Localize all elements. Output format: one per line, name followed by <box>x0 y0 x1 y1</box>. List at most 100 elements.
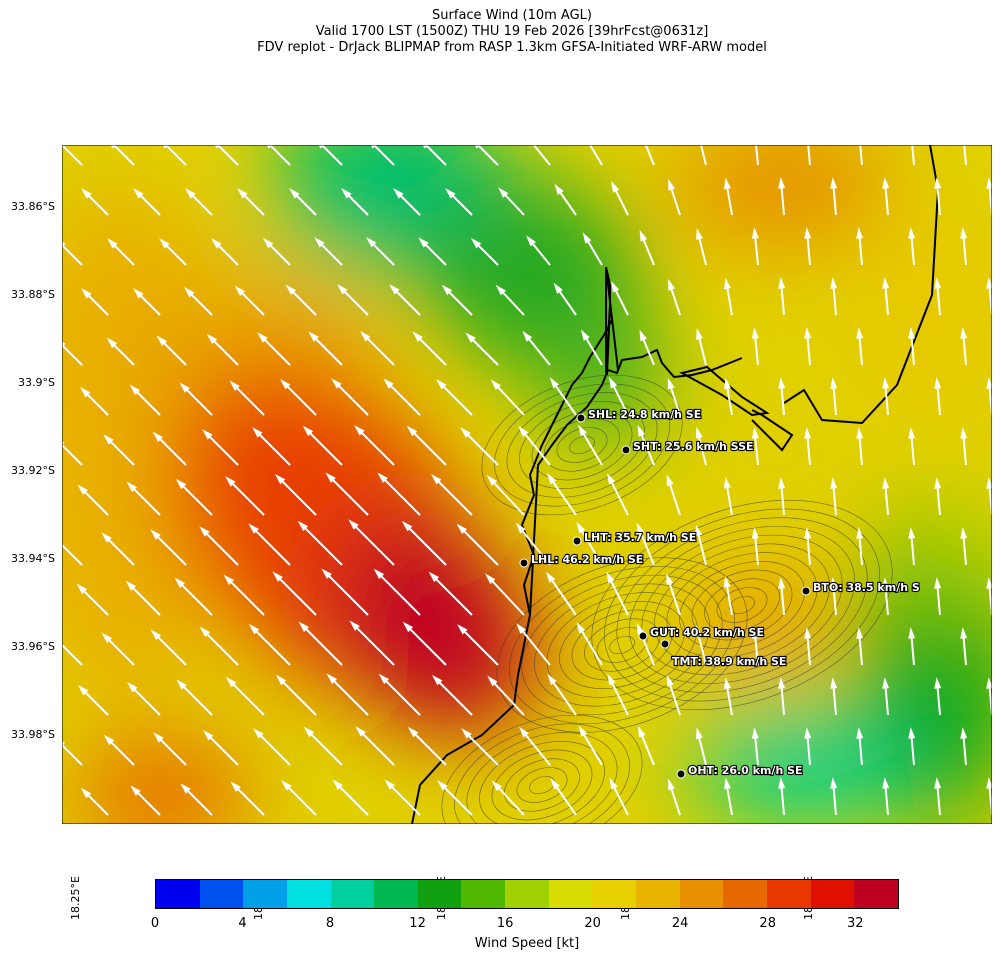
wind-arrow <box>516 623 551 666</box>
wind-arrow <box>211 238 239 266</box>
wind-arrow <box>545 571 577 616</box>
wind-arrow <box>751 527 759 566</box>
contour-line <box>729 595 755 615</box>
wind-arrow <box>986 177 992 216</box>
wind-arrow <box>428 571 473 616</box>
wind-arrow <box>986 477 992 516</box>
wind-arrow <box>252 427 291 466</box>
wind-arrow <box>206 333 239 366</box>
wind-arrow <box>589 145 603 166</box>
wind-arrow <box>77 484 109 516</box>
wind-arrow <box>298 621 343 666</box>
colorbar-bin <box>505 880 549 908</box>
colorbar-bin <box>461 880 506 908</box>
wind-arrow <box>407 726 447 766</box>
wind-arrow <box>856 227 864 266</box>
colorbar-bin <box>286 880 331 908</box>
wind-arrow <box>129 384 161 416</box>
contour-line <box>441 714 643 824</box>
station-marker <box>801 586 811 596</box>
wind-arrow <box>963 145 967 166</box>
wind-arrow <box>126 481 161 516</box>
wind-arrow <box>934 577 942 616</box>
wind-arrow <box>639 329 655 366</box>
wind-arrow <box>289 188 317 216</box>
wind-arrow <box>275 674 317 716</box>
wind-arrow <box>133 188 161 216</box>
wind-arrow <box>830 277 838 316</box>
wind-arrow <box>248 623 291 666</box>
wind-arrow <box>279 378 317 416</box>
colorbar <box>155 879 899 909</box>
wind-arrow <box>202 429 239 466</box>
colorbar-tick-label: 0 <box>150 916 160 931</box>
wind-arrow <box>582 232 603 266</box>
wind-arrow <box>225 476 265 516</box>
wind-arrow <box>668 778 681 816</box>
wind-arrow <box>856 727 864 766</box>
contour-line <box>591 499 893 711</box>
wind-arrow <box>882 777 890 816</box>
contour-line <box>571 609 673 681</box>
wind-arrow <box>490 379 525 416</box>
wind-arrow <box>751 627 759 666</box>
contour-line <box>509 566 735 724</box>
wind-arrow <box>80 787 109 816</box>
wind-arrow <box>62 145 83 166</box>
colorbar-bin <box>679 880 724 908</box>
contour-line <box>559 601 685 689</box>
wind-arrow <box>908 427 916 466</box>
station-marker <box>621 445 631 455</box>
wind-arrow <box>150 629 187 666</box>
wind-arrow <box>412 331 447 366</box>
station-label: TMT: 38.9 km/h SE <box>672 655 786 668</box>
wind-arrow <box>751 327 759 366</box>
wind-arrow <box>751 427 759 466</box>
wind-arrow <box>882 577 890 616</box>
wind-arrow <box>639 229 655 266</box>
y-tick-label: 33.94°S <box>11 552 55 565</box>
wind-arrow <box>807 145 811 166</box>
station-label: OHT: 26.0 km/h SE <box>688 764 803 777</box>
wind-arrow <box>302 425 343 466</box>
wind-arrow <box>856 327 864 366</box>
wind-arrow <box>223 574 265 616</box>
wind-arrow <box>106 337 135 366</box>
wind-arrow <box>470 237 499 266</box>
wind-arrow <box>666 474 681 516</box>
wind-arrow <box>487 675 525 716</box>
wind-arrow <box>370 145 395 166</box>
wind-arrow <box>130 785 161 816</box>
wind-arrow <box>431 674 473 716</box>
wind-arrow <box>546 473 577 516</box>
wind-arrow <box>437 780 473 816</box>
wind-arrow <box>751 227 759 266</box>
wind-arrow <box>234 285 265 316</box>
wind-arrow <box>549 377 577 416</box>
contour-line <box>654 543 830 667</box>
wind-arrow <box>393 188 421 216</box>
wind-arrow <box>176 679 213 716</box>
wind-arrow <box>606 571 629 616</box>
contour-line <box>494 383 670 507</box>
wind-arrow <box>724 277 733 316</box>
wind-arrow <box>266 145 291 166</box>
wind-arrow <box>607 472 629 516</box>
wind-arrow <box>318 145 343 166</box>
wind-arrow <box>162 145 187 166</box>
wind-arrow <box>856 527 864 566</box>
wind-arrow <box>62 241 83 266</box>
wind-arrow <box>986 677 992 716</box>
colorbar-bin <box>810 880 855 908</box>
wind-arrow <box>908 527 916 566</box>
wind-arrow <box>550 778 577 816</box>
wind-arrow <box>611 180 629 216</box>
wind-arrow <box>152 431 187 466</box>
contour-line <box>529 775 555 795</box>
colorbar-tick-label: 32 <box>846 916 864 931</box>
title-line-1: Surface Wind (10m AGL) <box>432 8 592 23</box>
y-tick-label: 33.96°S <box>11 640 55 653</box>
wind-arrow <box>436 379 473 416</box>
wind-arrow <box>830 677 838 716</box>
station-label: LHL: 46.2 km/h SE <box>531 553 643 566</box>
